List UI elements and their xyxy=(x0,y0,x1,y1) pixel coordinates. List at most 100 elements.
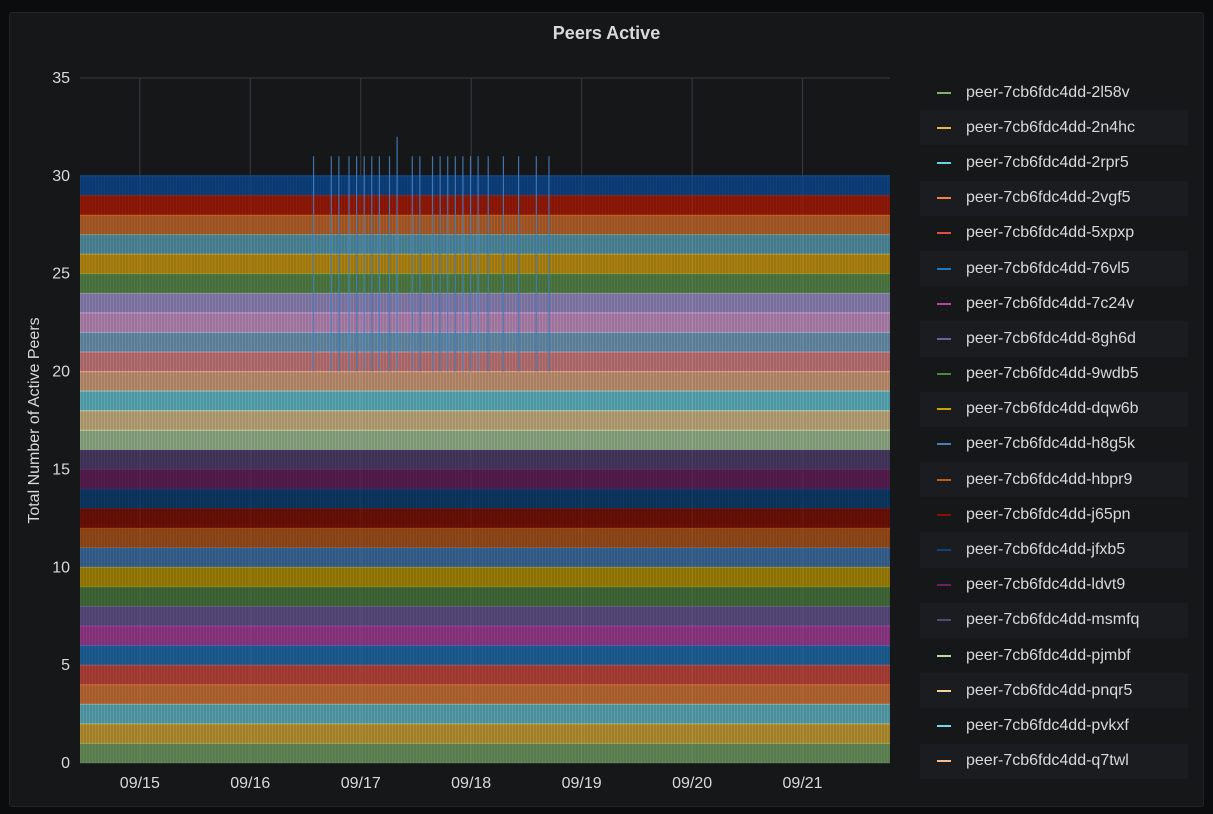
legend-label: peer-7cb6fdc4dd-2vgf5 xyxy=(966,189,1131,207)
series-band-peer-7cb6fdc4dd-dqw6b xyxy=(80,567,890,587)
series-band-peer-7cb6fdc4dd-j65pn xyxy=(80,508,890,529)
y-tick-label: 35 xyxy=(52,70,70,87)
x-tick-label: 09/17 xyxy=(341,775,381,792)
legend-swatch xyxy=(937,478,951,481)
legend-swatch xyxy=(937,513,951,516)
legend-item[interactable]: peer-7cb6fdc4dd-5xpxp xyxy=(920,216,1188,251)
series-band-peer-7cb6fdc4dd-8gh6d xyxy=(80,606,890,626)
legend-item[interactable]: peer-7cb6fdc4dd-pnqr5 xyxy=(920,673,1188,709)
legend-item[interactable]: peer-7cb6fdc4dd-8gh6d xyxy=(920,321,1188,357)
legend-item[interactable]: peer-7cb6fdc4dd-9wdb5 xyxy=(920,357,1188,392)
series-band-peer-7cb6fdc4dd-hbpr9 xyxy=(80,528,890,548)
series-band-series-24 xyxy=(80,293,890,313)
legend-label: peer-7cb6fdc4dd-2n4hc xyxy=(966,118,1136,136)
series-band-peer-7cb6fdc4dd-h8g5k xyxy=(80,547,890,568)
legend-swatch xyxy=(937,443,951,446)
series-band-series-26 xyxy=(80,254,890,274)
panel-title[interactable]: Peers Active xyxy=(552,23,661,43)
series-band-peer-7cb6fdc4dd-2n4hc xyxy=(80,723,890,744)
legend-swatch xyxy=(937,549,951,552)
legend-item[interactable]: peer-7cb6fdc4dd-pjmbf xyxy=(920,638,1188,673)
legend-item[interactable]: peer-7cb6fdc4dd-msmfq xyxy=(920,602,1188,638)
legend-item[interactable]: peer-7cb6fdc4dd-76vl5 xyxy=(920,250,1188,287)
x-tick-label: 09/16 xyxy=(230,775,270,792)
series-band-peer-7cb6fdc4dd-ldvt9 xyxy=(80,469,890,489)
legend-swatch xyxy=(937,619,951,622)
legend-label: peer-7cb6fdc4dd-msmfq xyxy=(966,611,1140,629)
series-band-series-27 xyxy=(80,234,890,255)
legend-swatch xyxy=(937,724,951,727)
legend-item[interactable]: peer-7cb6fdc4dd-2vgf5 xyxy=(920,180,1188,216)
legend-swatch xyxy=(937,197,951,200)
legend-label: peer-7cb6fdc4dd-76vl5 xyxy=(966,259,1130,277)
spikes xyxy=(312,136,550,372)
legend-swatch xyxy=(937,689,951,692)
legend-item[interactable]: peer-7cb6fdc4dd-dqw6b xyxy=(920,391,1188,427)
legend-swatch xyxy=(937,161,951,164)
series-band-peer-7cb6fdc4dd-2vgf5 xyxy=(80,684,890,705)
y-tick-label: 0 xyxy=(61,755,70,772)
y-tick-label: 20 xyxy=(52,364,70,381)
series-band-peer-7cb6fdc4dd-jfxb5 xyxy=(80,489,890,509)
legend-label: peer-7cb6fdc4dd-q7twl xyxy=(966,752,1129,770)
y-tick-label: 30 xyxy=(52,168,70,185)
legend-item[interactable]: peer-7cb6fdc4dd-h8g5k xyxy=(920,427,1188,462)
x-tick-label: 09/20 xyxy=(672,775,712,792)
legend-item[interactable]: peer-7cb6fdc4dd-2rpr5 xyxy=(920,145,1188,180)
legend-item[interactable]: peer-7cb6fdc4dd-q7twl xyxy=(920,743,1188,779)
legend-label: peer-7cb6fdc4dd-hbpr9 xyxy=(966,470,1133,488)
series-band-series-25 xyxy=(80,273,890,294)
legend-item[interactable]: peer-7cb6fdc4dd-hbpr9 xyxy=(920,462,1188,498)
series-band-series-23 xyxy=(80,312,890,333)
legend-label: peer-7cb6fdc4dd-2l58v xyxy=(966,83,1130,101)
legend-item[interactable]: peer-7cb6fdc4dd-2l58v xyxy=(920,75,1188,110)
x-tick-label: 09/21 xyxy=(783,775,823,792)
legend-label: peer-7cb6fdc4dd-jfxb5 xyxy=(966,541,1126,559)
legend-item[interactable]: peer-7cb6fdc4dd-jfxb5 xyxy=(920,532,1188,568)
series-band-peer-7cb6fdc4dd-76vl5 xyxy=(80,645,890,666)
legend-swatch xyxy=(937,584,951,587)
legend-swatch xyxy=(937,408,951,411)
x-tick-label: 09/15 xyxy=(120,775,160,792)
legend-label: peer-7cb6fdc4dd-h8g5k xyxy=(966,435,1136,453)
legend-swatch xyxy=(937,373,951,376)
legend-item[interactable]: peer-7cb6fdc4dd-ldvt9 xyxy=(920,568,1188,603)
legend-swatch xyxy=(937,232,951,235)
legend-label: peer-7cb6fdc4dd-2rpr5 xyxy=(966,153,1129,171)
legend-item[interactable]: peer-7cb6fdc4dd-j65pn xyxy=(920,497,1188,532)
legend-label: peer-7cb6fdc4dd-ldvt9 xyxy=(966,576,1126,594)
y-tick-label: 25 xyxy=(52,266,70,283)
series-band-peer-7cb6fdc4dd-9wdb5 xyxy=(80,586,890,607)
legend-swatch xyxy=(937,337,951,340)
legend-label: peer-7cb6fdc4dd-7c24v xyxy=(966,294,1135,312)
series-band-peer-7cb6fdc4dd-msmfq xyxy=(80,449,890,470)
y-tick-label: 15 xyxy=(52,461,70,478)
x-tick-labels: 09/15 09/16 09/17 09/18 09/19 09/20 09/21 xyxy=(120,775,823,792)
series-band-series-29 xyxy=(80,195,890,215)
legend-label: peer-7cb6fdc4dd-8gh6d xyxy=(966,329,1136,347)
legend-label: peer-7cb6fdc4dd-pvkxf xyxy=(966,716,1129,734)
series-band-peer-7cb6fdc4dd-pjmbf xyxy=(80,430,890,450)
series-band-series-21 xyxy=(80,352,890,372)
series-band-peer-7cb6fdc4dd-2l58v xyxy=(80,743,890,763)
series-band-series-28 xyxy=(80,215,890,235)
legend-item[interactable]: peer-7cb6fdc4dd-7c24v xyxy=(920,286,1188,321)
legend-swatch xyxy=(937,126,951,129)
legend-swatch xyxy=(937,267,951,270)
legend-label: peer-7cb6fdc4dd-pjmbf xyxy=(966,646,1131,664)
legend-label: peer-7cb6fdc4dd-5xpxp xyxy=(966,224,1135,242)
series-band-peer-7cb6fdc4dd-pnqr5 xyxy=(80,410,890,431)
legend-label: peer-7cb6fdc4dd-dqw6b xyxy=(966,400,1139,418)
series-band-peer-7cb6fdc4dd-2rpr5 xyxy=(80,704,890,724)
y-tick-labels: 0 5 10 15 20 25 30 35 xyxy=(52,70,70,772)
legend-swatch xyxy=(937,302,951,305)
series-band-series-22 xyxy=(80,332,890,352)
series-bands xyxy=(80,175,890,763)
legend-item[interactable]: peer-7cb6fdc4dd-2n4hc xyxy=(920,110,1188,146)
series-band-peer-7cb6fdc4dd-7c24v xyxy=(80,626,890,646)
y-tick-label: 10 xyxy=(52,559,70,576)
legend-item[interactable]: peer-7cb6fdc4dd-pvkxf xyxy=(920,708,1188,743)
legend-label: peer-7cb6fdc4dd-pnqr5 xyxy=(966,681,1133,699)
sample-texture xyxy=(81,175,890,763)
